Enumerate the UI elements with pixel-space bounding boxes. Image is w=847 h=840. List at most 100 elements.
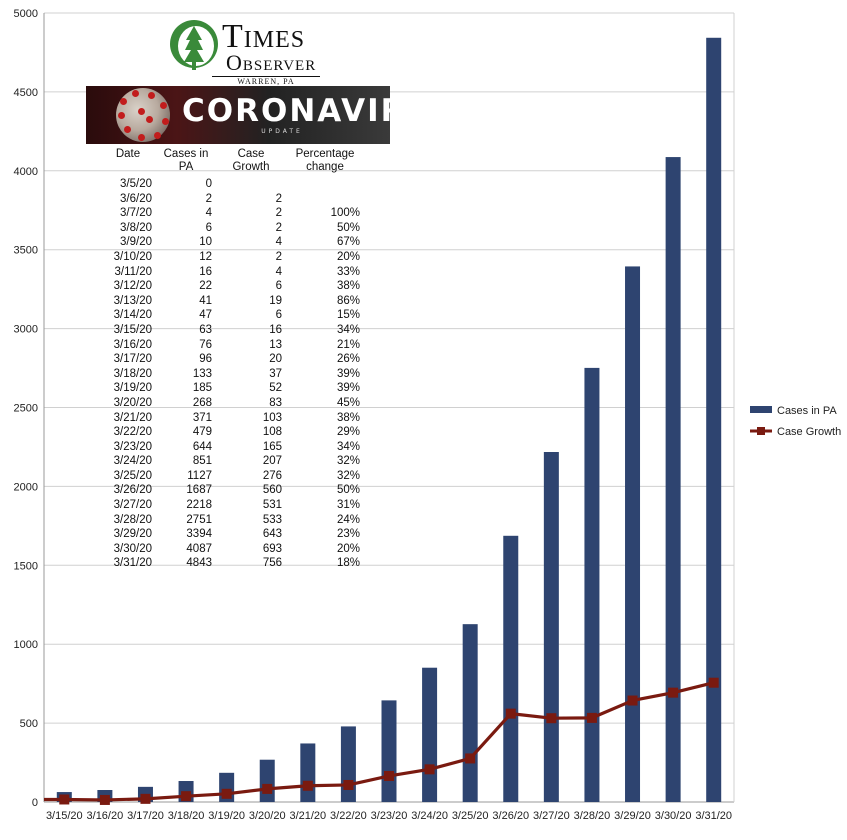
cell-cases: 0 [205, 178, 212, 190]
cell-date: 3/25/20 [113, 469, 152, 482]
cell-date: 3/23/20 [113, 440, 152, 453]
bar-cases-in-pa [381, 700, 397, 802]
cell-growth: 207 [262, 455, 282, 468]
cell-growth: 6 [275, 280, 282, 293]
header-growth: Case Growth [232, 148, 270, 173]
cell-cases: 22 [199, 280, 212, 293]
cell-growth: 103 [262, 411, 282, 424]
cell-percentage: 100% [330, 207, 360, 220]
cell-growth: 83 [269, 396, 282, 409]
cell-growth: 693 [262, 542, 282, 555]
cell-percentage: 50% [336, 484, 360, 497]
cell-percentage: 29% [336, 426, 360, 439]
y-tick-label: 3500 [14, 245, 38, 257]
bar-cases-in-pa [665, 157, 681, 802]
table-row: 3/13/20 41 19 86% [100, 294, 364, 309]
cell-cases: 133 [192, 367, 212, 380]
cell-growth: 37 [269, 367, 282, 380]
cell-growth: 165 [262, 440, 282, 453]
x-tick-label: 3/20/20 [249, 810, 286, 822]
cell-cases: 12 [199, 250, 212, 263]
cell-cases: 41 [199, 294, 212, 307]
x-tick-label: 3/15/20 [46, 810, 83, 822]
cell-percentage: 67% [336, 236, 360, 249]
cell-cases: 96 [199, 353, 212, 366]
cell-cases: 851 [192, 455, 212, 468]
header-date: Date [115, 148, 141, 160]
table-row: 3/7/20 4 2 100% [100, 206, 364, 221]
cell-growth: 531 [262, 499, 282, 512]
cell-date: 3/31/20 [113, 557, 152, 570]
x-tick-label: 3/24/20 [411, 810, 448, 822]
cell-growth: 13 [269, 338, 282, 351]
bar-cases-in-pa [706, 37, 722, 803]
cell-cases: 10 [199, 236, 212, 249]
table-row: 3/29/20 3394 643 23% [100, 527, 364, 542]
cell-date: 3/14/20 [113, 309, 152, 322]
table-row: 3/12/20 22 6 38% [100, 279, 364, 294]
y-tick-label: 2500 [14, 403, 38, 415]
x-tick-label: 3/21/20 [289, 810, 326, 822]
cell-date: 3/13/20 [113, 294, 152, 307]
cell-date: 3/20/20 [113, 396, 152, 409]
banner-subtitle: UPDATE [261, 128, 303, 135]
cell-growth: 560 [262, 484, 282, 497]
table-row: 3/8/20 6 2 50% [100, 221, 364, 236]
table-row: 3/10/20 12 2 20% [100, 250, 364, 265]
case-growth-marker [59, 794, 70, 805]
cell-cases: 2 [205, 192, 212, 205]
bar-cases-in-pa [340, 726, 356, 802]
cell-date: 3/27/20 [113, 499, 152, 512]
cell-date: 3/9/20 [120, 236, 152, 249]
bar-cases-in-pa [543, 451, 559, 802]
cell-growth: 2 [275, 192, 282, 205]
cell-cases: 6 [205, 221, 212, 234]
table-row: 3/27/20 2218 531 31% [100, 498, 364, 513]
logo-location-text: WARREN, PA [237, 77, 295, 86]
cell-date: 3/30/20 [113, 542, 152, 555]
cell-date: 3/8/20 [120, 221, 152, 234]
table-row: 3/20/20 268 83 45% [100, 396, 364, 411]
cell-percentage: 26% [336, 353, 360, 366]
table-row: 3/15/20 63 16 34% [100, 323, 364, 338]
cell-cases: 185 [192, 382, 212, 395]
cell-percentage: 86% [336, 294, 360, 307]
bar-cases-in-pa [503, 535, 519, 802]
cell-percentage: 38% [336, 411, 360, 424]
cell-percentage: 45% [336, 396, 360, 409]
cell-percentage: 38% [336, 280, 360, 293]
cell-percentage: 15% [336, 309, 360, 322]
x-tick-label: 3/16/20 [87, 810, 124, 822]
cell-cases: 371 [192, 411, 212, 424]
legend: Cases in PA Case Growth [750, 405, 841, 438]
table-row: 3/19/20 185 52 39% [100, 381, 364, 396]
y-tick-label: 2000 [14, 481, 38, 493]
cell-growth: 16 [269, 323, 282, 336]
table-row: 3/22/20 479 108 29% [100, 425, 364, 440]
bar-cases-in-pa [625, 266, 641, 803]
table-row: 3/16/20 76 13 21% [100, 338, 364, 353]
case-growth-line [44, 681, 715, 802]
table-row: 3/14/20 47 6 15% [100, 308, 364, 323]
cell-date: 3/7/20 [120, 207, 152, 220]
cell-date: 3/17/20 [113, 353, 152, 366]
table-row: 3/9/20 10 4 67% [100, 235, 364, 250]
bar-cases-in-pa [584, 367, 600, 802]
cell-cases: 2218 [186, 499, 212, 512]
y-tick-label: 3000 [14, 324, 38, 336]
table-row: 3/25/20 1127 276 32% [100, 469, 364, 484]
cell-growth [216, 177, 286, 192]
cell-percentage: 32% [336, 455, 360, 468]
table-body: 3/5/20 0 3/6/20 2 2 3/7/20 4 2 100% 3/8/20 6 2 50% 3/… [100, 177, 364, 571]
logo-word-observer: Observer [226, 50, 317, 75]
cell-cases: 1127 [187, 469, 212, 482]
header-percentage: Percentage change [295, 148, 355, 173]
cell-date: 3/12/20 [113, 280, 152, 293]
legend-swatch-cases [750, 406, 772, 413]
cell-percentage: 32% [336, 469, 360, 482]
bar-cases-in-pa [462, 624, 478, 802]
cell-cases: 268 [192, 396, 212, 409]
cell-cases: 47 [199, 309, 212, 322]
cell-cases: 63 [199, 323, 212, 336]
cell-date: 3/24/20 [113, 455, 152, 468]
